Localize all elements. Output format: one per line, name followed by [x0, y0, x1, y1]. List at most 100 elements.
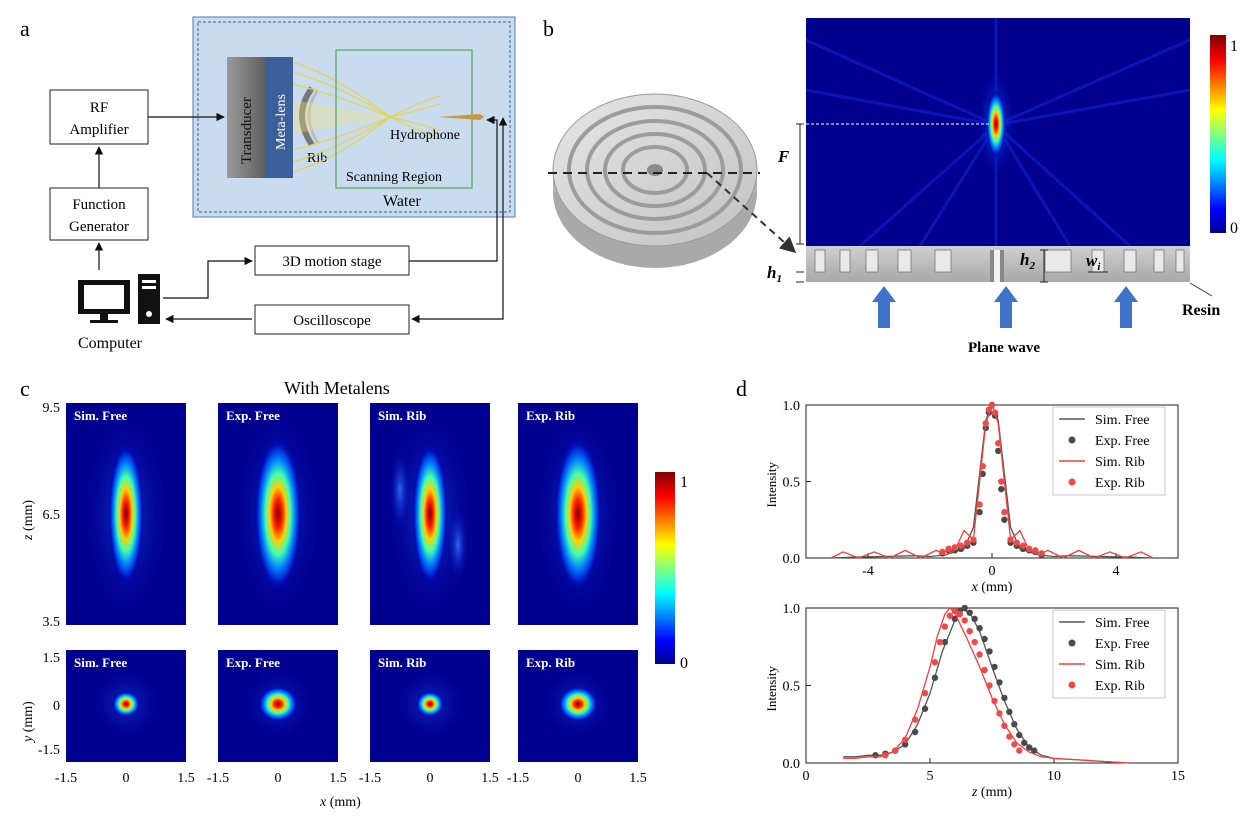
series-point-4	[979, 463, 986, 470]
x-tick-left-3: -1.5	[359, 771, 381, 786]
dimension-markers	[796, 249, 1108, 283]
resin-pointer	[1189, 282, 1213, 297]
panel-c-colorbar-max: 1	[680, 474, 688, 491]
legend-swatch-point	[1068, 681, 1076, 689]
series-point-4	[1019, 542, 1027, 549]
series-point-2	[981, 635, 988, 643]
water-label: Water	[383, 193, 421, 210]
y-tick-label: 1.0	[783, 399, 801, 414]
field-colorbar-max: 1	[1230, 38, 1238, 55]
series-point-4	[1013, 539, 1020, 546]
y-tick-bottom: -1.5	[38, 743, 60, 758]
wi-label: wi	[1086, 251, 1101, 273]
focal-length-label: F	[777, 147, 790, 166]
metalens-disk-3d	[548, 93, 760, 268]
x-axis-title: x (mm)	[971, 580, 1013, 595]
series-point-4	[1007, 536, 1014, 543]
series-point-2	[902, 741, 909, 748]
series-point-4	[996, 710, 1003, 717]
h2-symbol: h	[1020, 250, 1029, 269]
series-point-2	[991, 663, 998, 671]
series-point-4	[931, 659, 939, 666]
rf-amplifier-box	[49, 89, 149, 145]
motion-stage-label: 3D motion stage	[282, 254, 381, 270]
x-axis-label: x (mm)	[319, 795, 361, 810]
series-point-2	[971, 615, 978, 623]
series-point-2	[872, 752, 879, 759]
axial-profile-chart: 0.0 0.5 1.0 0 5 10 15 Intensity z (mm) Sim. Free E…	[764, 602, 1185, 800]
y-axis-unit: (mm)	[21, 701, 36, 736]
series-point-2	[1001, 694, 1008, 702]
rf-amplifier-line2: Amplifier	[69, 122, 128, 138]
series-point-4	[956, 611, 963, 618]
panel-c-label: c	[20, 376, 30, 401]
series-point-4	[982, 420, 989, 427]
panel-b-label: b	[543, 16, 554, 41]
series-point-4	[936, 638, 944, 646]
field-colorbar	[1210, 35, 1226, 233]
rib-shape	[299, 86, 315, 147]
series-point-4	[946, 612, 954, 619]
h1-symbol: h	[767, 263, 776, 282]
panel-d-label: d	[736, 376, 747, 401]
rf-amplifier-line1: RF	[90, 100, 108, 116]
series-point-4	[957, 542, 965, 549]
panel-d: d 0.0 0.5 1.0 -4 0 4 Intensity x (mm) Sim. Free E…	[736, 376, 1185, 800]
series-point-4	[991, 697, 998, 705]
panel-b: b	[543, 16, 1238, 356]
legend-swatch-point	[1068, 436, 1076, 444]
z-tick-mid: 6.5	[43, 508, 61, 523]
x-tick-right-1: 1.5	[177, 771, 195, 786]
x-tick-label: 4	[1113, 564, 1120, 579]
series-point-4	[911, 716, 919, 723]
z-tick-bottom: 3.5	[43, 615, 61, 630]
x-tick-mid-1: 0	[123, 771, 130, 786]
x-axis-unit: (mm)	[326, 795, 361, 810]
x-tick-label: 0	[803, 769, 810, 784]
oscilloscope-label: Oscilloscope	[293, 313, 371, 329]
zx-focal-spot-4	[554, 436, 602, 592]
series-point-2	[921, 705, 929, 712]
series-point-4	[951, 544, 958, 551]
series-point-2	[931, 674, 939, 681]
x-tick-mid-2: 0	[275, 771, 282, 786]
panel-c: c With Metalens 9.5 6.5 3.5 z (mm) 1.5 0…	[20, 376, 688, 810]
panel-c-title: With Metalens	[284, 378, 390, 398]
y-tick-mid: 0	[53, 699, 60, 714]
x-tick-label: -4	[862, 564, 874, 579]
x-tick-label: 10	[1047, 769, 1061, 784]
series-point-4	[988, 401, 996, 409]
series-point-2	[996, 679, 1003, 686]
series-point-2	[1016, 731, 1023, 739]
x-tick-label: 5	[927, 769, 934, 784]
y-axis-symbol: y	[21, 735, 36, 744]
zx-side-lobe-right	[448, 509, 468, 581]
field-colorbar-min: 0	[1230, 220, 1238, 237]
z-axis-symbol: z	[21, 534, 36, 541]
x-tick-left-1: -1.5	[55, 771, 77, 786]
motion-stage-box	[254, 245, 410, 276]
legend-entry: Sim. Rib	[1095, 455, 1145, 470]
connection-lines	[94, 112, 508, 324]
z-axis-label: z (mm)	[21, 500, 36, 541]
series-point-4	[1011, 741, 1018, 748]
x-tick-left-2: -1.5	[207, 771, 229, 786]
plane-wave-label: Plane wave	[968, 340, 1040, 356]
h2-subscript: 2	[1028, 260, 1035, 272]
h1-subscript: 1	[776, 273, 782, 285]
series-point-4	[970, 536, 977, 543]
zx-focal-spot-1	[108, 442, 144, 586]
zx-focal-spot-3	[412, 442, 448, 586]
x-tick-right-4: 1.5	[629, 771, 647, 786]
z-axis-unit: (mm)	[21, 500, 36, 535]
yx-focal-spot-4	[558, 686, 598, 722]
y-tick-label: 0.0	[783, 552, 801, 567]
yx-focal-spot-2	[258, 686, 298, 722]
x-axis-title-unit: (mm)	[978, 580, 1013, 595]
function-generator-line2: Generator	[69, 219, 129, 235]
computer-icon	[78, 274, 160, 324]
x-axis-title: z (mm)	[971, 785, 1012, 800]
function-generator-line1: Function	[72, 197, 126, 213]
yx-map-label-1: Sim. Free	[74, 655, 127, 670]
